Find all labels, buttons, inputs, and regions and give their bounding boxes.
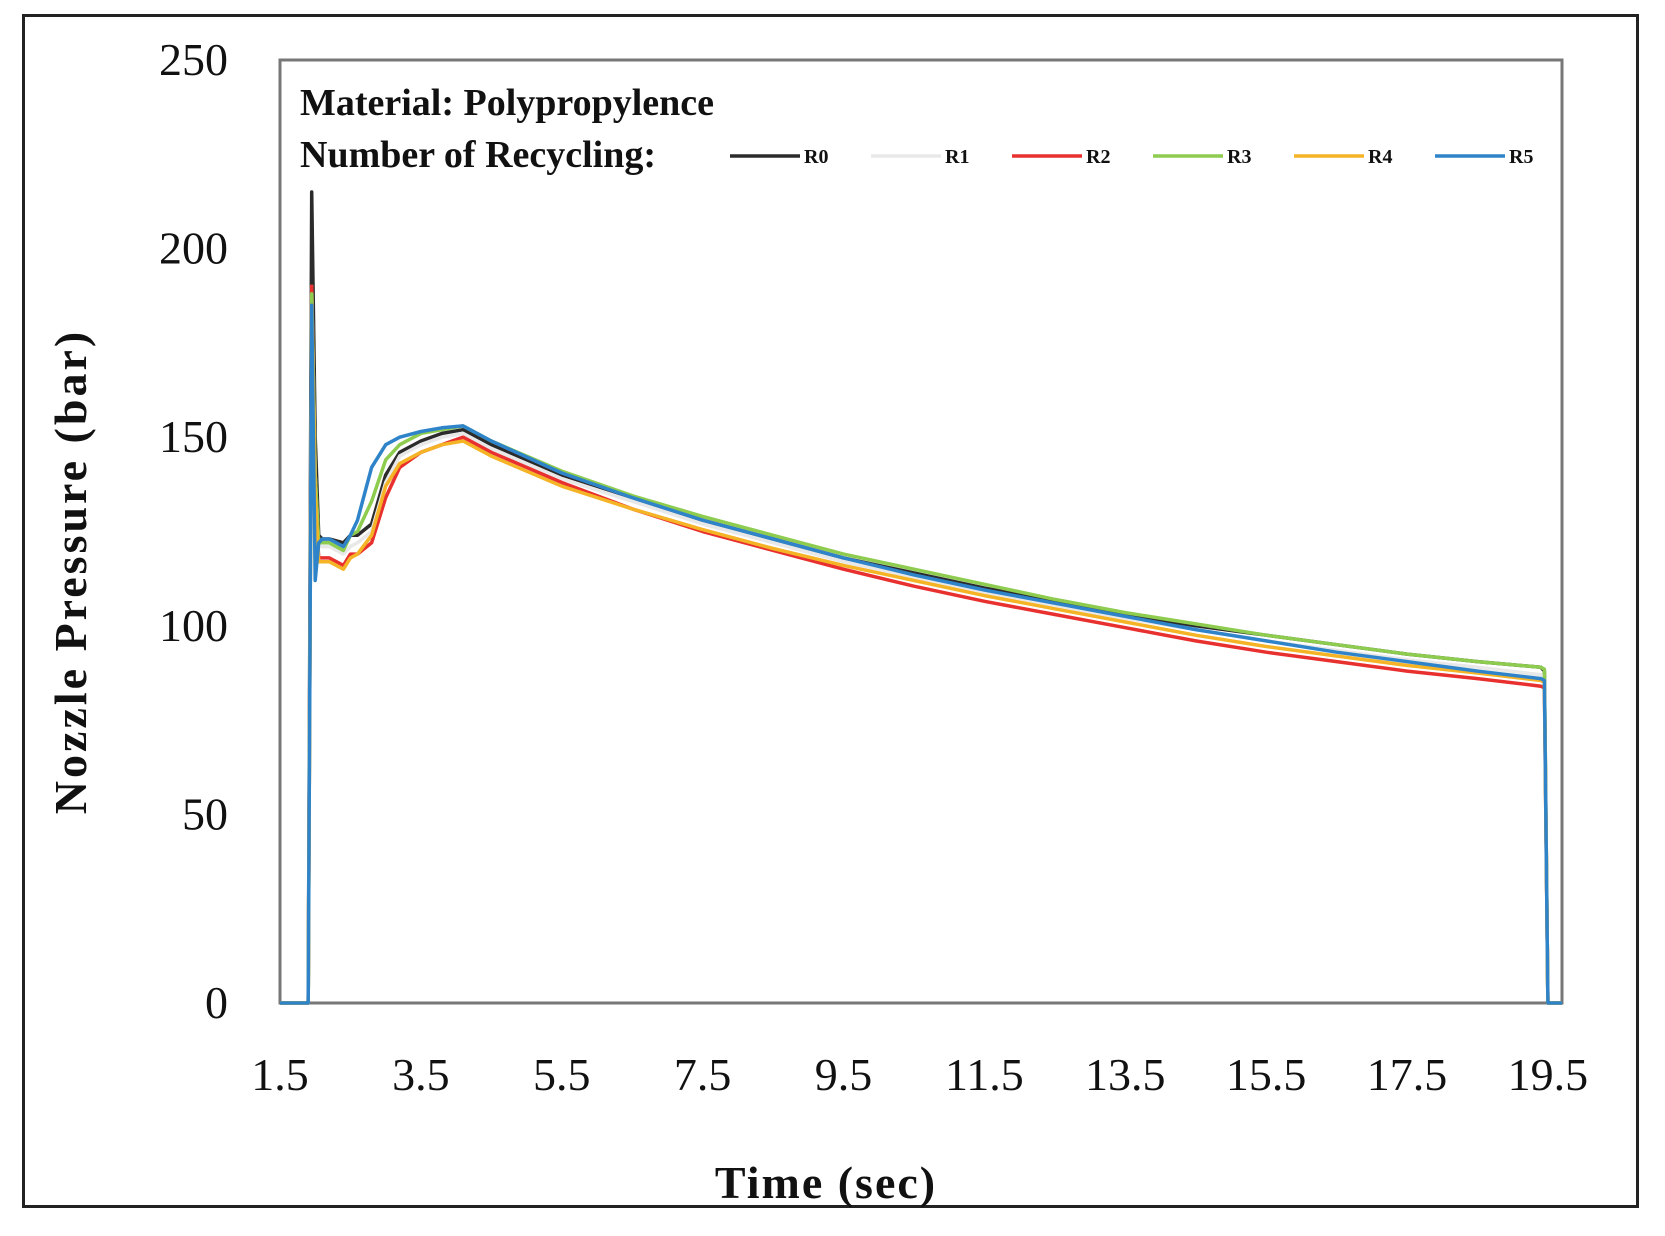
series-line-r4	[280, 303, 1562, 1005]
y-tick-label: 100	[159, 600, 228, 651]
x-tick-label: 15.5	[1226, 1049, 1307, 1100]
legend: R0 R1 R2 R3 R4 R5	[730, 146, 1533, 168]
series-line-r5	[280, 303, 1562, 1005]
legend-label-r3: R3	[1227, 146, 1251, 168]
y-axis-ticks: 0 50 100 150 200 250	[159, 34, 228, 1028]
x-tick-label: 9.5	[815, 1049, 873, 1100]
legend-label-r5: R5	[1509, 146, 1533, 168]
y-axis-title: Nozzle Pressure (bar)	[45, 329, 96, 814]
y-tick-label: 250	[159, 34, 228, 85]
y-tick-label: 50	[182, 788, 228, 839]
legend-title: Number of Recycling:	[300, 134, 656, 176]
x-tick-label: 5.5	[533, 1049, 591, 1100]
x-tick-label: 3.5	[392, 1049, 450, 1100]
legend-label-r4: R4	[1368, 146, 1392, 168]
legend-label-r2: R2	[1086, 146, 1110, 168]
x-tick-label: 17.5	[1367, 1049, 1448, 1100]
x-tick-label: 13.5	[1085, 1049, 1166, 1100]
x-tick-label: 1.5	[251, 1049, 309, 1100]
x-tick-label: 19.5	[1508, 1049, 1589, 1100]
y-tick-label: 0	[205, 977, 228, 1028]
legend-label-r0: R0	[804, 146, 828, 168]
x-axis-ticks: 1.5 3.5 5.5 7.5 9.5 11.5 13.5 15.5 17.5 19.5	[251, 1049, 1588, 1100]
x-tick-label: 11.5	[945, 1049, 1024, 1100]
series-line-r1	[280, 284, 1562, 1005]
plot-area	[278, 58, 1564, 1005]
series-line-r2	[280, 284, 1562, 1005]
x-axis-title: Time (sec)	[715, 1157, 937, 1208]
series-layer	[280, 190, 1562, 1005]
x-tick-label: 7.5	[674, 1049, 732, 1100]
y-tick-label: 200	[159, 223, 228, 274]
chart-title: Material: Polypropylence	[300, 82, 714, 124]
y-tick-label: 150	[159, 411, 228, 462]
legend-label-r1: R1	[945, 146, 969, 168]
